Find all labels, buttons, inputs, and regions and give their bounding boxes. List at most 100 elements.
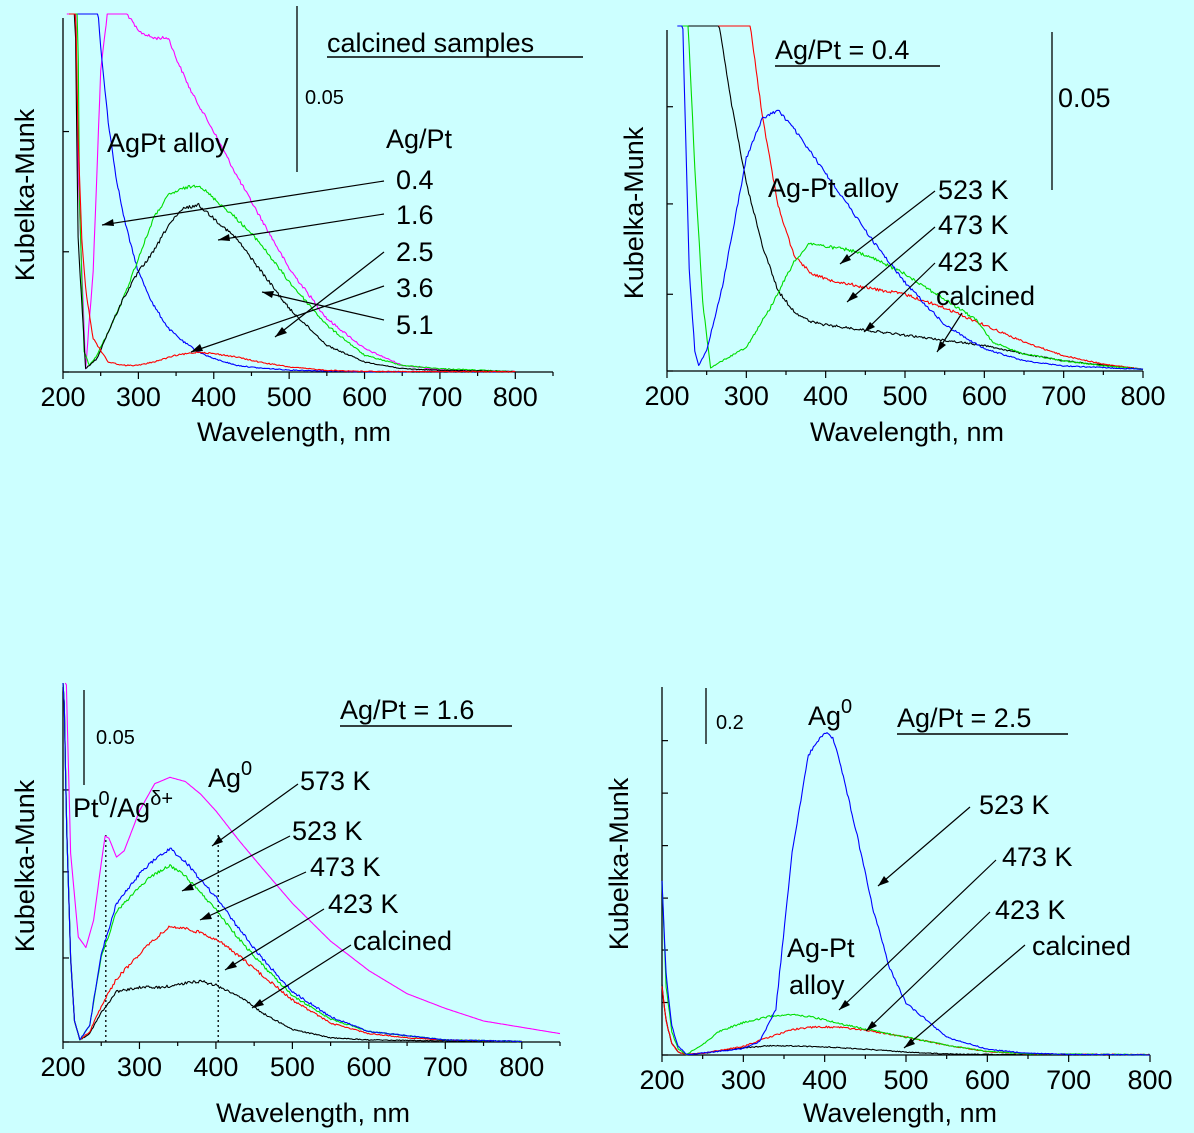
x-tick-label-200: 200 [644, 381, 689, 411]
arrowhead-423k [225, 961, 237, 970]
series-label-523k: 523 K [292, 816, 363, 846]
pointer-523k [839, 190, 936, 265]
pointer-3-6 [190, 285, 385, 353]
scale-bar-label: 0.05 [96, 727, 135, 749]
y-axis-title: Kubelka-Munk [604, 777, 634, 950]
arrowhead-523k [182, 883, 194, 891]
series-label-calcined: calcined [936, 281, 1035, 311]
arrowhead-calcined [904, 1038, 915, 1048]
scale-bar-label: 0.2 [716, 712, 744, 734]
slash-text: / [110, 793, 118, 823]
pointer-473k [838, 859, 997, 1011]
series-label-423k: 423 K [938, 247, 1009, 277]
ag-delta-text: Ag [117, 793, 150, 823]
x-tick-label-500: 500 [267, 382, 312, 412]
svg-text:Pt0/Agδ+: Pt0/Agδ+ [73, 788, 173, 823]
alloy-label-line2: alloy [789, 970, 845, 1000]
pointer-423k [863, 262, 936, 333]
x-tick-label-800: 800 [1120, 381, 1165, 411]
feature-label-alloy: Ag-Pt alloy [768, 173, 899, 203]
pointer-calcined [251, 944, 352, 1009]
x-tick-label-400: 400 [193, 1052, 238, 1082]
arrowhead-2-5 [275, 327, 287, 337]
y-axis-title: Kubelka-Munk [10, 779, 40, 952]
x-tick-label-400: 400 [802, 1065, 847, 1095]
svg-text:Ag0: Ag0 [808, 696, 852, 731]
arrowhead-473k [847, 292, 858, 302]
pointer-calcined [903, 944, 1026, 1049]
x-axis-title: Wavelength, nm [810, 417, 1004, 447]
series-line-423-k [718, 25, 1144, 370]
label-ag0: Ag0 [808, 696, 852, 731]
x-tick-label-800: 800 [493, 382, 538, 412]
series-line-calcined [62, 682, 522, 1043]
pointer-523k [877, 806, 971, 887]
series-layer-panel-2 [677, 25, 1144, 370]
series-line-523-k [62, 682, 522, 1043]
x-tick-label-200: 200 [639, 1065, 684, 1095]
svg-text:Ag0: Ag0 [208, 758, 252, 793]
x-tick-label-600: 600 [346, 1052, 391, 1082]
arrowhead-calcined [252, 999, 264, 1008]
series-label-573k: 573 K [300, 766, 371, 796]
panel-calcined-samples: 200 300 400 500 600 700 800 Kubelka-Munk Wavel… [10, 6, 583, 447]
y-axis-title: Kubelka-Munk [10, 108, 40, 281]
x-tick-label-500: 500 [882, 381, 927, 411]
pointer-473k [846, 226, 936, 303]
pointer-423k [224, 908, 325, 971]
series-label-523k: 523 K [938, 175, 1009, 205]
x-tick-label-400: 400 [803, 381, 848, 411]
arrowhead-473k [839, 1000, 850, 1010]
arrowhead-calcined [937, 341, 946, 352]
arrowhead-3-6 [191, 344, 203, 352]
axes-panel-2: 200 300 400 500 600 700 800 [644, 30, 1166, 411]
series-line-3-6 [70, 13, 516, 373]
alloy-label-line1: Ag-Pt [787, 933, 855, 963]
x-tick-label-700: 700 [1041, 381, 1086, 411]
series-line-2-5 [72, 13, 516, 373]
series-line-473-k [681, 25, 1144, 370]
panel-ag-pt-2-5: 200 300 400 500 600 700 800 Kubelka-Munk Wavel… [604, 687, 1173, 1128]
legend-label-0-4: 0.4 [396, 165, 434, 195]
x-tick-label-600: 600 [962, 381, 1007, 411]
pointer-573k [211, 783, 299, 847]
x-tick-label-400: 400 [191, 382, 236, 412]
panel-ag-pt-1-6: 200 300 400 500 600 700 800 Kubelka-Munk Wavel… [10, 682, 561, 1128]
pointer-473k [199, 871, 307, 921]
series-label-523k: 523 K [979, 790, 1050, 820]
panel-ag-pt-0-4: 200 300 400 500 600 700 800 Kubelka-Munk Wavel… [619, 25, 1166, 447]
ag0-text: Ag [808, 701, 841, 731]
arrowhead-1-6 [218, 234, 230, 241]
series-line-523-k [677, 25, 1144, 370]
pt-superscript: 0 [99, 788, 110, 810]
series-label-423k: 423 K [328, 889, 399, 919]
arrowhead-523k [878, 876, 889, 886]
arrowhead-473k [200, 912, 212, 920]
series-label-calcined: calcined [353, 926, 452, 956]
legend-label-1-6: 1.6 [396, 200, 434, 230]
x-tick-label-300: 300 [116, 382, 161, 412]
scale-bar-label: 0.05 [305, 87, 344, 109]
series-label-473k: 473 K [310, 852, 381, 882]
x-tick-label-600: 600 [342, 382, 387, 412]
series-line-calcined [661, 984, 1151, 1056]
arrowhead-423k [864, 322, 875, 332]
y-axis-title: Kubelka-Munk [619, 126, 649, 299]
x-axis-title: Wavelength, nm [197, 417, 391, 447]
series-layer-panel-4 [661, 732, 1151, 1056]
x-tick-label-600: 600 [965, 1065, 1010, 1095]
x-tick-label-500: 500 [883, 1065, 928, 1095]
series-line-523-k [661, 732, 1151, 1056]
pointer-1-6 [217, 213, 385, 241]
panel-heading: Ag/Pt = 2.5 [897, 703, 1031, 733]
series-line-5-1 [69, 13, 516, 373]
arrowhead-423k [866, 1021, 877, 1031]
pointer-2-5 [274, 251, 385, 338]
x-axis-title: Wavelength, nm [216, 1098, 410, 1128]
series-label-calcined: calcined [1032, 931, 1131, 961]
x-tick-label-700: 700 [417, 382, 462, 412]
series-layer-panel-1 [66, 13, 516, 373]
panel-heading: calcined samples [327, 28, 534, 58]
axes-panel-3: 200 300 400 500 600 700 800 [40, 687, 561, 1082]
